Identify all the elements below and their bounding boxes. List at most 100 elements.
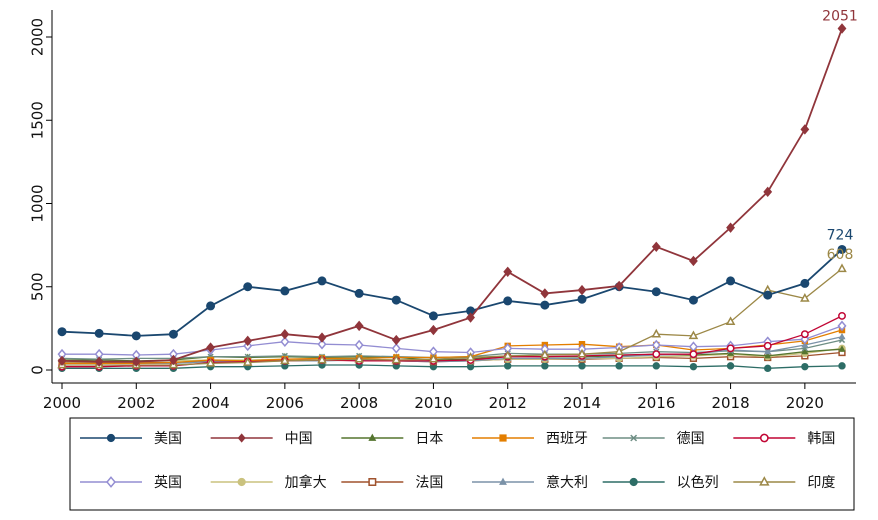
data-point — [763, 290, 773, 300]
legend-label: 法国 — [415, 475, 443, 491]
data-point — [354, 320, 364, 332]
data-point — [800, 124, 810, 135]
x-tick-label: 2006 — [266, 394, 304, 412]
data-point — [317, 332, 327, 343]
data-point — [280, 329, 290, 340]
data-point — [651, 241, 661, 252]
y-tick-label: 2000 — [29, 18, 47, 56]
data-point — [94, 356, 104, 367]
data-point — [800, 293, 810, 302]
x-tick-label: 2004 — [191, 394, 229, 412]
data-point — [94, 328, 104, 338]
legend-label: 日本 — [415, 431, 443, 447]
legend-label: 德国 — [677, 431, 705, 447]
data-point — [465, 352, 476, 361]
data-point — [688, 295, 698, 305]
series-line — [62, 336, 843, 364]
x-tick-label: 2012 — [489, 394, 527, 412]
legend-marker — [368, 433, 377, 441]
data-point — [800, 330, 809, 339]
data-point — [429, 324, 438, 336]
data-point — [354, 288, 364, 298]
data-point — [651, 339, 661, 351]
series-line — [62, 348, 843, 362]
data-point — [354, 353, 364, 363]
data-point — [725, 316, 736, 326]
series-lines — [57, 23, 847, 373]
data-point — [764, 352, 772, 359]
legend-item: 美国 — [80, 431, 182, 447]
legend-marker — [759, 476, 770, 486]
series-2 — [57, 23, 847, 367]
data-point — [205, 357, 216, 367]
legend-label: 以色列 — [677, 474, 719, 491]
data-point — [503, 296, 513, 306]
data-point — [689, 255, 698, 267]
legend-item: 西班牙 — [472, 431, 588, 447]
legend-item: 中国 — [210, 431, 313, 447]
legend-item: 法国 — [341, 475, 443, 491]
y-tick-label: 0 — [29, 365, 47, 375]
data-point — [577, 348, 587, 358]
x-tick-label: 2000 — [43, 394, 81, 412]
data-point — [615, 362, 623, 370]
legend-marker — [499, 434, 507, 442]
data-point — [206, 301, 216, 311]
data-point — [763, 341, 772, 350]
data-point — [726, 362, 735, 370]
series-line — [62, 329, 843, 364]
data-point — [651, 287, 661, 297]
series-line — [62, 268, 843, 366]
data-point — [578, 362, 586, 370]
data-point — [652, 350, 661, 359]
x-tick-label: 2016 — [637, 394, 675, 412]
data-point — [280, 336, 290, 348]
data-label: 608 — [827, 247, 854, 263]
data-point — [169, 354, 178, 366]
data-point — [688, 330, 699, 340]
data-point — [466, 312, 475, 323]
data-point — [837, 244, 847, 254]
x-stroke — [630, 434, 638, 442]
legend-box — [69, 417, 855, 511]
data-point — [243, 335, 253, 347]
data-point — [540, 288, 550, 299]
data-point — [131, 331, 141, 341]
legend-marker — [237, 477, 246, 487]
series-line — [62, 325, 843, 356]
legend-item: 意大利 — [472, 474, 588, 491]
legend-marker — [106, 433, 116, 443]
x-tick-label: 2008 — [340, 394, 378, 412]
legend-marker — [629, 477, 638, 487]
data-point — [57, 355, 67, 367]
data-labels: 2051 724 608 — [822, 9, 858, 263]
data-point — [800, 278, 810, 288]
series-line — [61, 28, 843, 363]
legend-item: 德国 — [602, 431, 705, 447]
y-tick-label: 500 — [29, 272, 47, 301]
x-tick-label: 2002 — [117, 394, 155, 412]
data-point — [540, 300, 550, 310]
data-point — [801, 347, 809, 355]
data-point — [540, 349, 550, 359]
legend-label: 美国 — [154, 431, 182, 447]
data-point — [280, 286, 290, 296]
data-point — [391, 354, 402, 364]
data-point — [391, 343, 401, 354]
data-point — [801, 362, 809, 371]
data-point — [689, 350, 698, 359]
data-point — [502, 350, 513, 360]
data-point — [243, 282, 253, 292]
data-point — [726, 276, 736, 286]
data-point — [577, 284, 587, 296]
data-point — [614, 280, 624, 292]
x-tick-label: 2020 — [786, 394, 824, 412]
legend-item: 加拿大 — [210, 474, 327, 491]
legend-label: 中国 — [285, 431, 313, 447]
data-point — [391, 295, 401, 305]
legend-marker — [759, 433, 769, 443]
axes: 0 500 1000 1500 2000 2000 2002 2004 2006 2008 2010… — [29, 10, 856, 412]
y-tick-label: 1000 — [29, 184, 47, 222]
data-point — [131, 356, 141, 367]
